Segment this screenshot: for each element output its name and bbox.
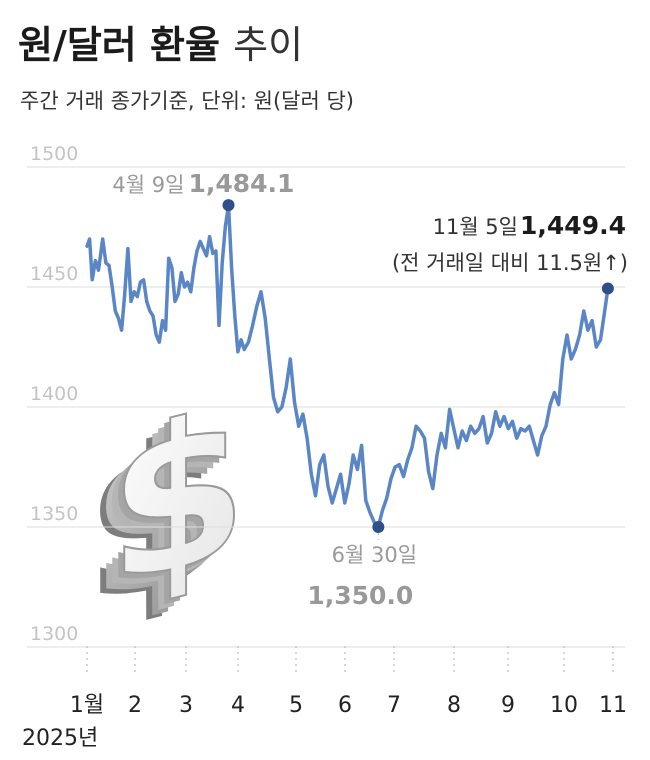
x-tick-label: 4 [231, 693, 245, 718]
y-tick-label: 1350 [30, 503, 78, 525]
x-tick-label: 7 [387, 693, 401, 718]
data-point-marker [222, 199, 235, 212]
svg-text:$: $ [108, 364, 247, 632]
svg-text:$: $ [96, 375, 235, 643]
x-tick-label: 11 [599, 693, 627, 718]
y-tick-label: 1300 [30, 623, 78, 645]
chart-subtitle: 주간 거래 종가기준, 단위: 원(달러 당) [20, 89, 354, 113]
y-tick-label: 1400 [30, 383, 78, 405]
chart-title: 원/달러 환율 추이 [18, 20, 303, 70]
y-tick-label: 1450 [30, 263, 78, 285]
svg-text:$: $ [84, 385, 223, 653]
year-label: 2025년 [22, 726, 98, 751]
series-layer [85, 203, 610, 529]
svg-text:$: $ [90, 381, 229, 649]
annotation-date: 4월 9일 [112, 173, 184, 197]
x-tick-label: 8 [447, 693, 461, 718]
chart-title-main: 원/달러 환율 [18, 23, 220, 67]
svg-text:$: $ [102, 370, 241, 638]
x-tick-label: 1월 [70, 693, 104, 718]
data-point-marker [372, 521, 385, 533]
annotation-value: 1,449.4 [520, 211, 626, 240]
series-line [85, 203, 610, 529]
data-point-marker [601, 282, 614, 295]
dollar-sign-3d-icon: $ $ $ $ $ [84, 363, 248, 653]
x-axis: 1월 2 3 4 5 6 7 8 9 10 11 2025년 [22, 533, 627, 751]
x-tick-label: 3 [179, 693, 193, 718]
x-tick-label: 2 [128, 693, 142, 718]
x-tick-label: 6 [338, 693, 352, 718]
grid-layer: 1500 1450 1400 1350 1300 [27, 143, 625, 648]
annotation-value: 1,484.1 [188, 169, 294, 198]
chart-title-suffix: 추이 [233, 23, 304, 67]
annotation-date: 11월 5일 [433, 215, 518, 239]
annotation-note: (전 거래일 대비 11.5원↑) [392, 251, 628, 275]
annotation-value: 1,350.0 [307, 581, 413, 610]
x-tick-label: 5 [289, 693, 303, 718]
annotation-date: 6월 30일 [332, 543, 417, 567]
x-tick-label: 10 [550, 693, 578, 718]
x-tick-label: 9 [501, 693, 515, 718]
y-tick-label: 1500 [30, 143, 78, 165]
